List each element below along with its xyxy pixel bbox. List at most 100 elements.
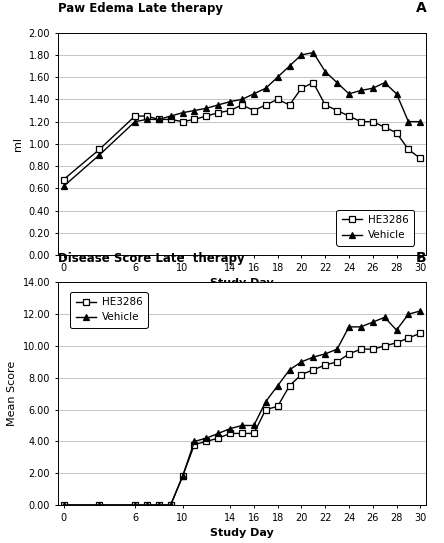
HE3286	[275, 403, 280, 409]
Vehicle	[239, 422, 245, 429]
Vehicle	[382, 314, 387, 320]
Vehicle	[180, 473, 185, 479]
HE3286	[168, 116, 173, 123]
Legend: HE3286, Vehicle: HE3286, Vehicle	[70, 292, 147, 327]
Vehicle	[144, 116, 150, 123]
Vehicle	[263, 85, 269, 91]
HE3286	[132, 113, 138, 119]
Vehicle	[251, 422, 257, 429]
HE3286	[358, 346, 364, 352]
Vehicle	[287, 367, 292, 373]
HE3286	[334, 358, 340, 365]
Vehicle	[275, 74, 280, 80]
Vehicle	[192, 438, 197, 445]
Vehicle	[144, 502, 150, 508]
Text: B: B	[416, 250, 426, 264]
HE3286	[215, 435, 221, 441]
HE3286	[180, 473, 185, 479]
Vehicle	[97, 151, 102, 159]
Vehicle	[394, 91, 399, 97]
Vehicle	[299, 358, 304, 365]
HE3286	[275, 96, 280, 103]
Vehicle	[239, 96, 245, 103]
Vehicle	[168, 113, 173, 119]
Vehicle	[132, 502, 138, 508]
Vehicle	[215, 102, 221, 108]
Vehicle	[311, 354, 316, 361]
HE3286	[168, 502, 173, 508]
Vehicle	[156, 502, 162, 508]
HE3286	[382, 124, 387, 130]
Vehicle	[370, 85, 376, 91]
Line: Vehicle: Vehicle	[60, 308, 424, 508]
HE3286	[287, 102, 292, 108]
HE3286	[358, 118, 364, 125]
HE3286	[61, 502, 66, 508]
Vehicle	[322, 351, 328, 357]
X-axis label: Study Day: Study Day	[210, 528, 274, 538]
HE3286	[239, 102, 245, 108]
HE3286	[394, 339, 399, 346]
Vehicle	[299, 52, 304, 58]
HE3286	[382, 343, 387, 349]
Vehicle	[406, 311, 411, 318]
HE3286	[227, 107, 233, 113]
HE3286	[192, 441, 197, 448]
HE3286	[156, 502, 162, 508]
HE3286	[180, 118, 185, 125]
Vehicle	[346, 324, 352, 330]
HE3286	[346, 113, 352, 119]
HE3286	[251, 430, 257, 437]
Vehicle	[275, 382, 280, 389]
HE3286	[311, 79, 316, 86]
Text: Disease Score Late  therapy: Disease Score Late therapy	[58, 251, 244, 264]
Vehicle	[418, 308, 423, 314]
HE3286	[263, 102, 269, 108]
Vehicle	[61, 183, 66, 190]
Vehicle	[204, 435, 209, 441]
HE3286	[239, 430, 245, 437]
Vehicle	[204, 105, 209, 111]
Vehicle	[311, 49, 316, 56]
Vehicle	[132, 118, 138, 125]
Text: A: A	[416, 1, 426, 15]
HE3286	[287, 382, 292, 389]
X-axis label: Study Day: Study Day	[210, 279, 274, 288]
HE3286	[394, 130, 399, 136]
HE3286	[346, 351, 352, 357]
Legend: HE3286, Vehicle: HE3286, Vehicle	[337, 210, 414, 245]
Line: Vehicle: Vehicle	[60, 49, 424, 190]
Vehicle	[215, 430, 221, 437]
HE3286	[192, 116, 197, 123]
HE3286	[132, 502, 138, 508]
HE3286	[251, 107, 257, 113]
HE3286	[322, 362, 328, 368]
HE3286	[97, 502, 102, 508]
Vehicle	[382, 79, 387, 86]
Line: HE3286: HE3286	[61, 80, 423, 182]
HE3286	[299, 371, 304, 378]
Vehicle	[358, 324, 364, 330]
Vehicle	[156, 116, 162, 123]
HE3286	[144, 502, 150, 508]
Vehicle	[370, 319, 376, 325]
HE3286	[406, 334, 411, 341]
HE3286	[227, 430, 233, 437]
Vehicle	[227, 425, 233, 432]
Vehicle	[334, 79, 340, 86]
HE3286	[204, 438, 209, 445]
HE3286	[406, 146, 411, 153]
Y-axis label: Mean Score: Mean Score	[7, 361, 17, 426]
HE3286	[204, 113, 209, 119]
HE3286	[263, 406, 269, 413]
Vehicle	[334, 346, 340, 352]
Vehicle	[192, 107, 197, 113]
Vehicle	[322, 68, 328, 75]
HE3286	[97, 146, 102, 153]
Vehicle	[346, 91, 352, 97]
Vehicle	[97, 502, 102, 508]
Vehicle	[358, 87, 364, 94]
HE3286	[334, 107, 340, 113]
HE3286	[418, 155, 423, 162]
Vehicle	[227, 98, 233, 105]
